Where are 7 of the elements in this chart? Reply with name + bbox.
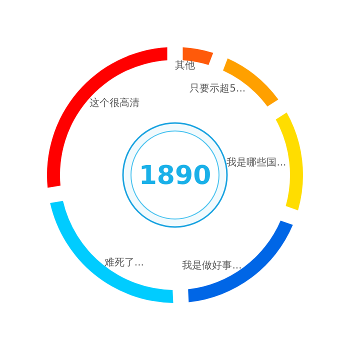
- slice-label: 其他: [175, 59, 196, 72]
- slice-label: 我是做好事...: [182, 259, 242, 272]
- slice-label: 我是哪些国...: [226, 156, 286, 169]
- slice-label: 只要示超5...: [190, 82, 246, 95]
- slice-label: 难死了...: [104, 256, 144, 268]
- text: 1890: [138, 161, 212, 192]
- slice-label: 这个很高清: [90, 96, 140, 109]
